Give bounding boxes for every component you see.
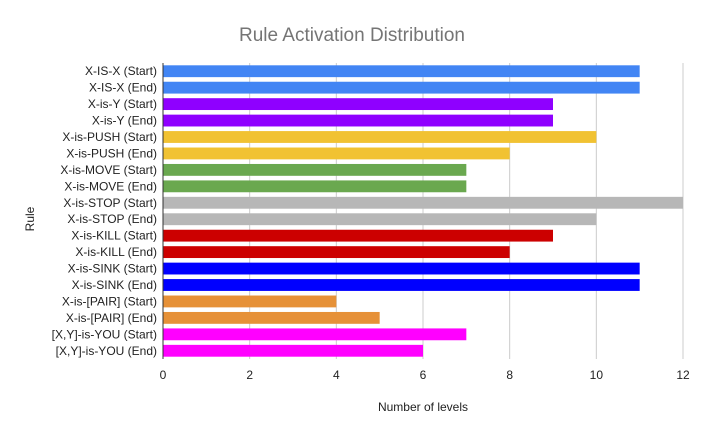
category-labels: X-IS-X (Start) X-IS-X (End) X-is-Y (Start)…: [52, 64, 157, 358]
bar: [163, 279, 640, 291]
category-label: X-is-PUSH (End): [66, 146, 157, 160]
category-label: X-is-KILL (Start): [71, 229, 157, 243]
bar: [163, 131, 597, 143]
category-label: X-is-PUSH (Start): [62, 130, 157, 144]
category-label: X-is-[PAIR] (End): [66, 311, 157, 325]
category-label: X-is-STOP (Start): [63, 196, 157, 210]
bar: [163, 114, 553, 127]
chart-title: Rule Activation Distribution: [239, 25, 465, 46]
category-label: X-is-Y (End): [92, 114, 157, 128]
category-label: [X,Y]-is-YOU (End): [56, 344, 157, 358]
x-tick-label: 12: [676, 368, 690, 382]
bar: [163, 213, 597, 226]
bar: [163, 229, 553, 242]
category-label: X-is-SINK (End): [72, 278, 157, 292]
x-tick-label: 0: [160, 368, 167, 382]
bar: [163, 81, 640, 94]
bar: [163, 196, 683, 209]
y-axis-title: Rule: [23, 206, 37, 231]
category-label: X-is-[PAIR] (Start): [62, 294, 157, 308]
x-tick-label: 6: [420, 368, 427, 382]
bar: [163, 65, 640, 78]
x-tick-label: 10: [590, 368, 604, 382]
x-tick-label: 8: [506, 368, 513, 382]
category-label: X-is-Y (Start): [88, 97, 157, 111]
bar: [163, 180, 467, 193]
bar: [163, 98, 553, 111]
bar: [163, 311, 380, 324]
x-tick-label: 4: [333, 368, 340, 382]
bar: [163, 328, 467, 341]
category-label: X-IS-X (End): [89, 81, 157, 95]
bar: [163, 344, 423, 357]
category-label: X-is-STOP (End): [67, 212, 157, 226]
x-axis-title: Number of levels: [378, 400, 468, 414]
bars: [163, 65, 683, 357]
bar: [163, 163, 467, 176]
category-label: X-is-MOVE (Start): [60, 163, 157, 177]
bar: [163, 262, 640, 275]
bar: [163, 246, 510, 259]
bar: [163, 295, 337, 308]
category-label: X-is-KILL (End): [75, 245, 157, 259]
category-label: [X,Y]-is-YOU (Start): [52, 327, 157, 341]
x-tick-labels: 0 2 4 6 8 10 12: [160, 368, 690, 382]
category-label: X-IS-X (Start): [85, 64, 157, 78]
gridlines: [162, 63, 684, 359]
bar: [163, 147, 510, 160]
x-tick-label: 2: [246, 368, 253, 382]
category-label: X-is-MOVE (End): [64, 179, 157, 193]
category-label: X-is-SINK (Start): [68, 262, 157, 276]
